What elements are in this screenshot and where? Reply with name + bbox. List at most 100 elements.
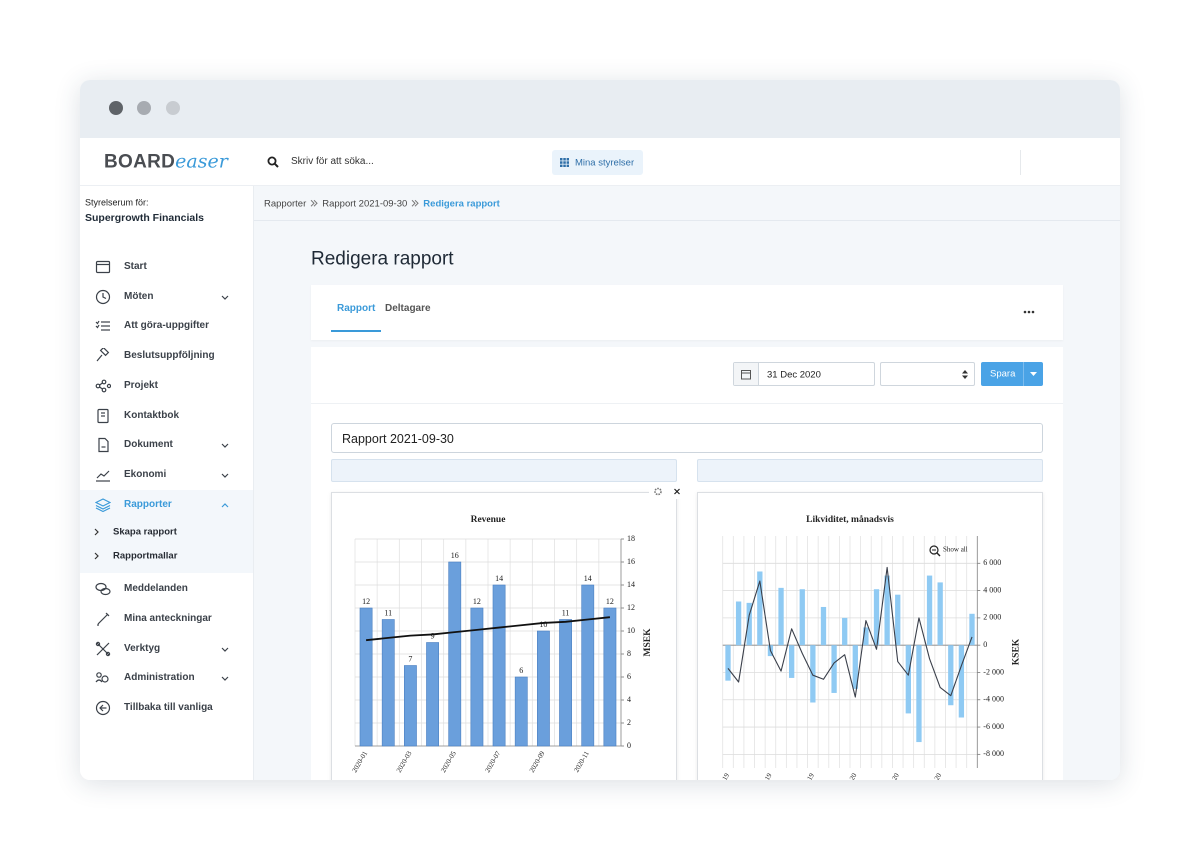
window-dot[interactable] [137,101,151,115]
sidebar-item-label: Kontaktbok [124,409,179,421]
y-tick-label: 4 000 [983,585,1001,594]
grid-dot [560,164,563,167]
separator-chevron [310,200,315,207]
room-name[interactable]: Supergrowth Financials [85,211,205,224]
x-tick-label: 2020-03 [395,749,414,774]
menu-icon-shape [95,321,100,325]
data-label: 12 [473,597,481,606]
header-divider [1020,150,1021,175]
sidebar-item[interactable]: Kontaktbok [80,404,253,428]
window-dot[interactable] [166,101,180,115]
report-title-input[interactable]: Rapport 2021-09-30 [331,423,1043,453]
logo[interactable]: BOARDeaser [104,151,228,173]
tabs-card: Rapport Deltagare [311,285,1063,340]
grid-dot [563,164,566,167]
x-tick-label: Maj-19 [756,771,773,780]
sidebar-item[interactable]: Administration [80,666,253,690]
tab[interactable]: Deltagare [385,303,431,314]
menu-icon-shape [96,354,103,362]
sidebar-item-label: Start [124,261,147,272]
logo-main: BOARD [104,151,176,173]
bar [831,645,837,693]
sidebar-item[interactable]: Möten [80,285,253,309]
sidebar-item[interactable]: Tillbaka till vanliga [80,696,253,720]
chevron [221,647,229,652]
menu-icon-shape [95,700,111,715]
sidebar-item[interactable]: Dokument [80,433,253,457]
date-input[interactable]: 31 Dec 2020 [733,362,875,386]
breadcrumb-current: Redigera rapport [423,197,500,209]
tab[interactable]: Rapport [337,303,376,314]
menu-icon-shape [101,387,107,393]
menu-icon-shape [106,383,111,388]
bar [958,645,965,718]
grid-dot [566,158,569,161]
line-series [727,566,973,698]
sidebar-item[interactable]: Att göra-uppgifter [80,314,253,338]
separator-chevron [411,200,417,207]
sidebar-item[interactable]: Projekt [80,374,253,398]
sidebar-item[interactable]: Beslutsuppföljning [80,344,253,368]
sidebar-item[interactable]: Start [80,255,253,279]
select-arrows [962,370,968,379]
x-tick-label: 2020-09 [528,749,547,774]
chart-header-box[interactable] [697,459,1043,482]
submenu-chevron [94,528,99,536]
chevron [221,502,229,508]
menu-icon-shape [98,438,109,453]
select-arrow [962,370,968,374]
chevron-shape [221,473,229,478]
close-icon[interactable] [674,488,680,495]
browser-window: BOARDeaser Skriv för att söka... Mina st… [80,80,1120,780]
boards-button[interactable]: Mina styrelser [552,150,643,175]
x-tick-label: Sep-19 [799,771,816,780]
submenu-item[interactable]: Skapa rapport [80,522,253,542]
sidebar-item[interactable]: Verktyg [80,637,253,661]
zoom-icon [936,552,941,557]
menu-icon-shape [95,383,101,389]
breadcrumb-link[interactable]: Rapport 2021-09-30 [322,197,408,209]
menu-dot [1027,310,1031,314]
y-tick-label: 8 [627,649,631,658]
menu-icon-shape [95,641,101,646]
chevron-shape [221,502,229,508]
menu-dot [1031,310,1035,314]
window-dot[interactable] [109,101,123,115]
grid-dot [566,164,569,167]
settings-icon[interactable] [654,487,662,496]
bar [916,645,922,743]
y-tick-label: 6 000 [983,558,1001,567]
sidebar-item[interactable]: Mina anteckningar [80,607,253,631]
breadcrumb-separator [310,200,318,207]
breadcrumb-separator [411,200,420,207]
dropdown-caret[interactable] [1030,372,1037,376]
bar [789,645,795,678]
menu-icon [95,700,111,715]
search-input[interactable]: Skriv för att söka... [291,156,374,167]
sidebar-item[interactable]: Rapporter [80,493,253,517]
zoom-icon [929,545,939,555]
save-button[interactable]: Spara [981,362,1043,386]
chart-header-box[interactable] [331,459,677,482]
y-tick-label: -8 000 [983,749,1004,758]
bar [492,584,506,747]
breadcrumb-bar [254,186,1120,221]
bar [884,575,890,646]
caret-shape [1030,372,1037,376]
zoom-button[interactable]: Show all [929,545,968,557]
submenu-item[interactable]: Rapportmallar [80,546,253,566]
breadcrumb-link[interactable]: Rapporter [264,197,307,209]
sidebar-item[interactable]: Ekonomi [80,463,253,487]
data-label: 16 [451,551,459,560]
search-icon-handle [273,162,279,168]
chevron [221,676,229,682]
bar [757,571,763,646]
charts-layer: Revenue 0 2 4 6 8 10 12 14 16 18 MSEK 2020-01 2020-03… [351,514,1022,780]
sidebar-item[interactable]: Meddelanden [80,577,253,601]
select-input[interactable] [880,362,975,386]
data-label: 14 [584,574,592,583]
more-menu[interactable] [1023,310,1037,314]
bar [426,642,439,747]
